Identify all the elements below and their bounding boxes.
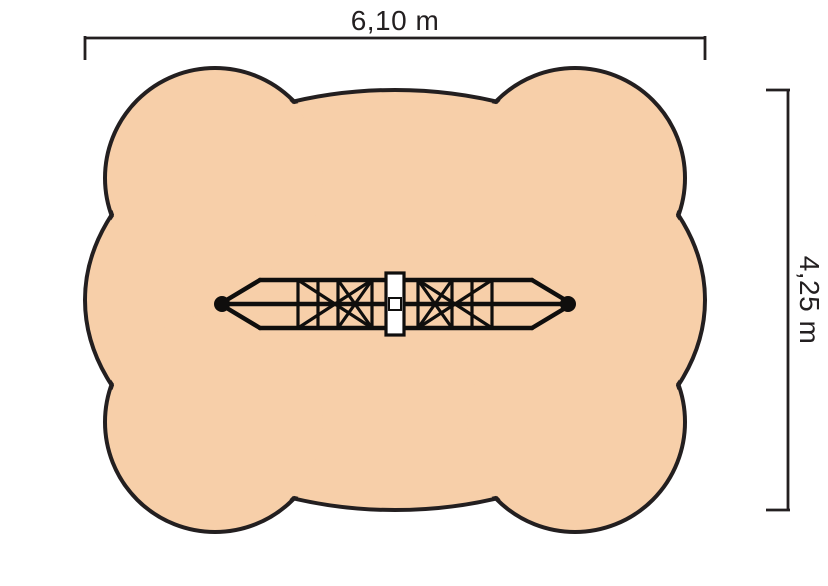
width-dimension-label: 6,10 m bbox=[351, 5, 440, 36]
height-dimension-label: 4,25 m bbox=[794, 256, 825, 345]
plan-view-diagram: 6,10 m 4,25 m bbox=[0, 0, 828, 586]
